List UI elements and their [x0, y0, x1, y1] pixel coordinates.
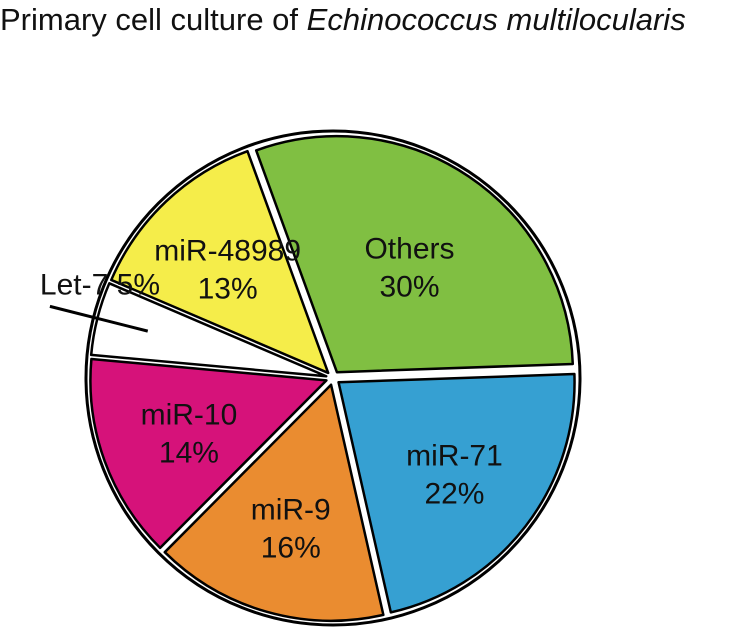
pie-slice-mir-48989 — [110, 149, 330, 375]
slice-value-label: 14% — [159, 436, 219, 469]
slice-value-label: 16% — [261, 531, 321, 564]
pie-slice-others — [254, 135, 575, 374]
slice-name-label: miR-71 — [406, 440, 503, 473]
chart-title-text: Primary cell culture of — [0, 2, 299, 37]
pie-slice-mir-10 — [89, 357, 328, 550]
pie-slice-mir-9 — [163, 383, 385, 622]
pie-slice-mir-71 — [337, 372, 576, 614]
slice-external-label: Let-7 5% — [40, 268, 160, 301]
slice-value-label: 30% — [379, 271, 439, 304]
slice-name-label: Others — [364, 233, 454, 266]
chart-title-species: Echinococcus multilocularis — [306, 2, 686, 37]
chart-title: Primary cell culture of Echinococcus mul… — [0, 2, 686, 38]
slice-name-label: miR-10 — [141, 398, 238, 431]
pie-slices — [84, 129, 582, 627]
slice-name-label: miR-48989 — [154, 235, 301, 268]
leader-line — [49, 304, 149, 333]
pie-labels: Others 30% miR-71 22% miR-9 16% miR-10 14% Let-7… — [40, 233, 503, 565]
slice-value-label: 13% — [198, 273, 258, 306]
slice-name-label: miR-9 — [251, 493, 331, 526]
slice-value-label: 22% — [424, 478, 484, 511]
